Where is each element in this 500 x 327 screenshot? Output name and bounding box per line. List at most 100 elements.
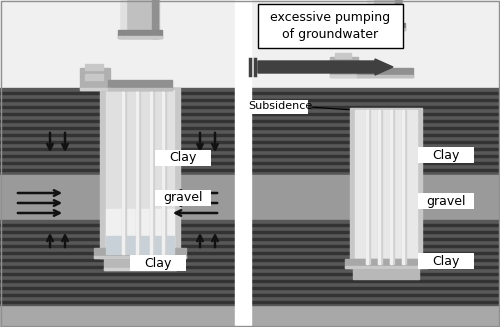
Bar	[345, 266, 427, 268]
Bar	[108, 80, 172, 90]
Bar	[106, 90, 174, 254]
Bar	[0, 231, 235, 233]
Bar	[251, 266, 500, 268]
Bar	[251, 147, 500, 150]
Bar	[251, 119, 500, 122]
Bar	[104, 268, 176, 270]
Bar	[162, 90, 164, 254]
Bar	[0, 133, 235, 136]
Bar	[251, 168, 500, 171]
Bar	[353, 259, 419, 279]
Bar	[366, 110, 370, 264]
Bar	[402, 110, 406, 264]
Bar	[80, 68, 110, 90]
Bar	[94, 248, 186, 258]
Bar	[130, 255, 186, 271]
Bar	[0, 305, 500, 327]
Text: gravel: gravel	[163, 192, 203, 204]
Bar	[162, 90, 166, 254]
Bar	[122, 90, 124, 254]
Bar	[251, 175, 500, 220]
Bar	[104, 248, 176, 270]
Text: Clay: Clay	[432, 148, 460, 162]
Bar	[390, 110, 392, 264]
Text: Subsidence: Subsidence	[248, 101, 312, 111]
Text: gravel: gravel	[426, 195, 466, 208]
Bar	[251, 286, 500, 289]
Bar	[0, 259, 235, 261]
Text: excessive pumping
of groundwater: excessive pumping of groundwater	[270, 11, 390, 41]
Bar	[395, 0, 401, 30]
Bar	[0, 147, 235, 150]
Bar	[251, 237, 500, 240]
Bar	[418, 193, 474, 209]
Bar	[0, 237, 235, 240]
Bar	[0, 154, 235, 157]
Bar	[251, 294, 500, 296]
Bar	[0, 98, 235, 101]
Bar	[402, 110, 404, 264]
Bar	[251, 112, 500, 115]
Bar	[418, 147, 474, 163]
Bar	[368, 0, 373, 30]
Bar	[121, 0, 126, 38]
Bar	[355, 110, 417, 264]
Bar	[0, 92, 235, 94]
Bar	[251, 162, 500, 164]
Bar	[94, 256, 186, 258]
Bar	[251, 220, 500, 305]
Bar	[251, 223, 500, 226]
Bar	[118, 36, 162, 38]
Bar	[0, 280, 235, 282]
Bar	[0, 301, 235, 303]
Bar	[251, 92, 500, 94]
Bar	[345, 259, 427, 268]
Bar	[150, 90, 152, 254]
Bar	[357, 68, 413, 77]
Bar	[330, 75, 358, 77]
FancyArrow shape	[258, 59, 393, 75]
Bar	[0, 168, 235, 171]
Bar	[85, 74, 103, 80]
Bar	[251, 259, 500, 261]
Bar	[0, 127, 235, 129]
Bar	[251, 127, 500, 129]
Bar	[0, 112, 235, 115]
Bar	[378, 110, 382, 264]
Bar	[155, 190, 211, 206]
Bar	[80, 88, 110, 90]
Bar	[251, 98, 500, 101]
Bar	[136, 90, 140, 254]
Bar	[150, 90, 154, 254]
Bar	[0, 251, 235, 254]
Bar	[418, 253, 474, 269]
Bar	[121, 0, 159, 38]
Bar	[0, 119, 235, 122]
Bar	[0, 175, 235, 220]
Bar	[246, 100, 308, 114]
Bar	[251, 231, 500, 233]
Bar	[350, 108, 422, 268]
Bar	[100, 88, 180, 258]
Bar	[335, 62, 351, 67]
Bar	[0, 220, 235, 305]
Bar	[0, 294, 235, 296]
Bar	[0, 272, 235, 275]
Bar	[251, 106, 500, 108]
Bar	[136, 90, 138, 254]
Bar	[0, 223, 235, 226]
Bar	[390, 110, 394, 264]
Bar	[357, 75, 413, 77]
Bar	[365, 27, 405, 30]
Bar	[251, 280, 500, 282]
Bar	[251, 272, 500, 275]
Bar	[251, 301, 500, 303]
Bar	[152, 0, 158, 38]
Bar	[155, 150, 211, 166]
Bar	[251, 141, 500, 143]
Bar	[335, 53, 351, 58]
Bar	[251, 154, 500, 157]
Bar	[330, 57, 358, 77]
Bar	[0, 286, 235, 289]
Bar	[251, 251, 500, 254]
